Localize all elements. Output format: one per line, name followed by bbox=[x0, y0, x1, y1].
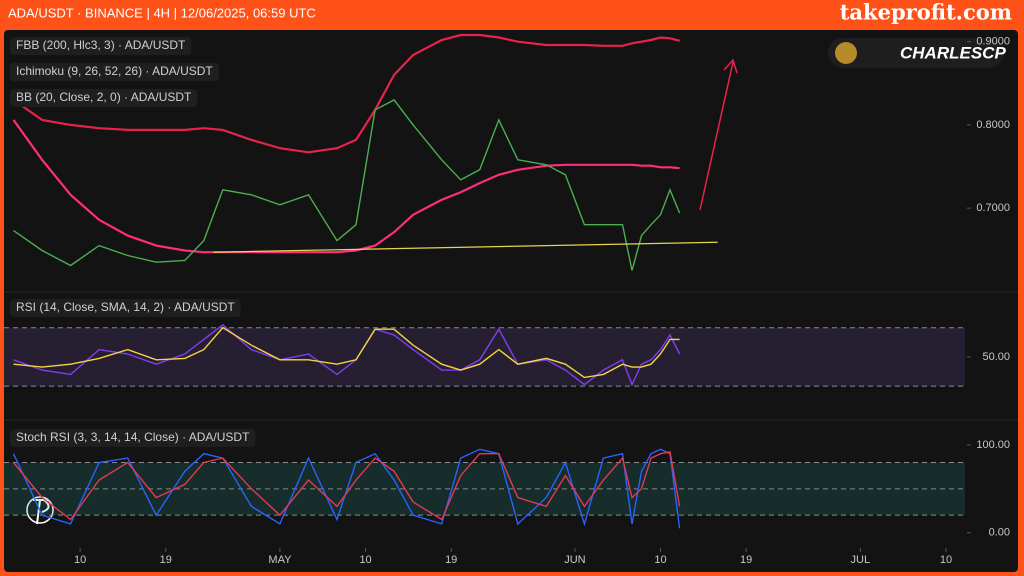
label-box bbox=[10, 299, 241, 317]
watermark-badge bbox=[828, 38, 1004, 68]
series-line bbox=[13, 323, 681, 387]
pane-title: Stoch RSI (3, 3, 14, 14, Close) · ADA/US… bbox=[16, 430, 250, 444]
trendline bbox=[213, 241, 718, 253]
x-tick-label: MAY bbox=[268, 554, 292, 566]
label-box bbox=[10, 429, 256, 447]
y-tick-label: 50.00 bbox=[982, 351, 1010, 363]
x-tick-label: 10 bbox=[359, 554, 371, 566]
projection-arrow bbox=[699, 58, 738, 211]
label-box bbox=[10, 63, 219, 81]
x-tick-label: 10 bbox=[654, 554, 666, 566]
indicator-label: Ichimoku (9, 26, 52, 26) · ADA/USDT bbox=[16, 64, 213, 78]
brand: takeprofit.com bbox=[840, 0, 1012, 25]
y-tick-label: 0.8000 bbox=[976, 119, 1010, 131]
x-tick-label: JUL bbox=[851, 554, 871, 566]
y-tick-label: 0.7000 bbox=[976, 202, 1010, 214]
x-tick-label: 19 bbox=[740, 554, 752, 566]
watermark-text: CHARLESCP bbox=[900, 43, 1006, 62]
pane-title: RSI (14, Close, SMA, 14, 2) · ADA/USDT bbox=[16, 300, 235, 314]
series-line bbox=[12, 33, 680, 154]
avatar bbox=[835, 42, 857, 64]
watermark: CHARLESCP bbox=[828, 38, 1006, 68]
y-tick-label: 100.00 bbox=[976, 439, 1010, 451]
header: ADA/USDT · BINANCE | 4H | 12/06/2025, 06… bbox=[8, 5, 316, 20]
series-line bbox=[12, 119, 680, 254]
x-tick-label: JUN bbox=[564, 554, 585, 566]
x-tick-label: 19 bbox=[160, 554, 172, 566]
x-tick-label: 10 bbox=[940, 554, 952, 566]
series-line bbox=[12, 448, 681, 529]
label-box bbox=[10, 37, 192, 55]
label-box bbox=[10, 89, 198, 107]
band-fill bbox=[4, 327, 965, 387]
chart-background bbox=[4, 30, 1018, 572]
x-tick-label: 10 bbox=[74, 554, 86, 566]
series-line bbox=[13, 99, 681, 271]
series-line bbox=[13, 326, 680, 379]
x-tick-label: 19 bbox=[445, 554, 457, 566]
y-tick-label: 0.00 bbox=[989, 527, 1010, 539]
indicator-label: BB (20, Close, 2, 0) · ADA/USDT bbox=[16, 90, 192, 104]
series-line bbox=[12, 451, 681, 521]
indicator-label: FBB (200, Hlc3, 3) · ADA/USDT bbox=[16, 38, 186, 52]
logo-ring bbox=[26, 496, 54, 524]
y-tick-label: 0.9000 bbox=[976, 36, 1010, 48]
